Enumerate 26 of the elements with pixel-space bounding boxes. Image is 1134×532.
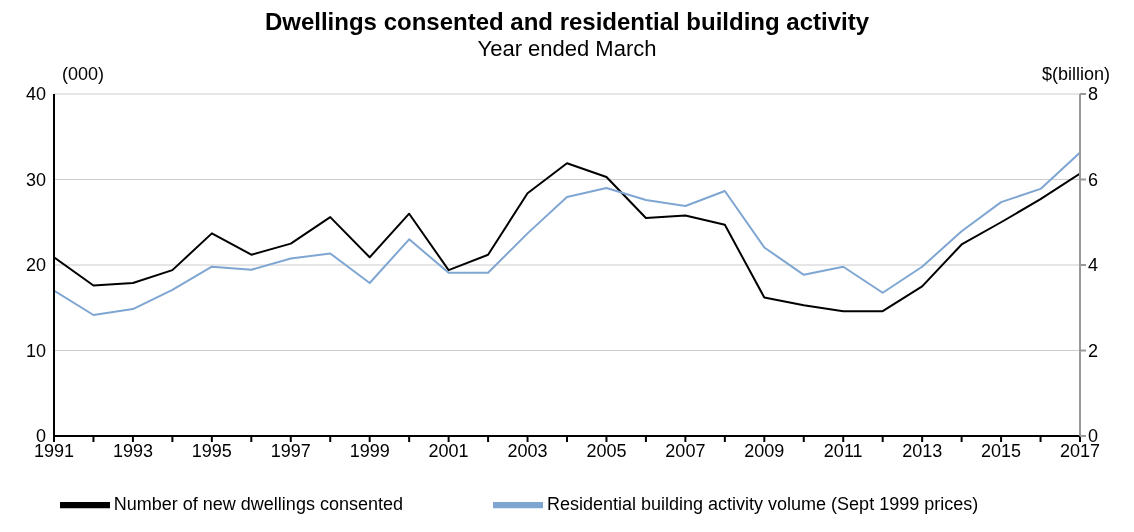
x-tick-label: 2011 [823,440,863,461]
y-tick-label: 10 [25,340,46,361]
x-tick-label: 2015 [981,440,1022,461]
x-tick-label: 1997 [270,440,311,461]
x-tick-label: 1999 [349,440,390,461]
legend-label: Residential building activity volume (Sept 1999 prices) [546,493,979,514]
x-tick-label: 2005 [586,440,627,461]
x-tick-label: 2013 [902,440,943,461]
chart-subtitle: Year ended March [476,36,658,62]
y2-axis-title: $(billion) [1041,64,1110,85]
y2-tick-label: 8 [1088,84,1099,105]
y2-tick-label: 6 [1088,169,1099,190]
y2-tick-label: 2 [1088,340,1099,361]
y-tick-label: 40 [25,84,46,105]
x-tick-label: 1995 [191,440,232,461]
y-tick-label: 30 [25,169,46,190]
x-tick-label: 2001 [428,440,469,461]
x-tick-label: 2007 [665,440,706,461]
y-axis-title: (000) [62,64,105,85]
x-tick-label: 2003 [507,440,548,461]
chart-title: Dwellings consented and residential building activity [263,8,871,36]
y-tick-label: 20 [25,255,46,276]
y2-tick-label: 4 [1088,255,1099,276]
legend-label: Number of new dwellings consented [113,493,403,514]
x-tick-label: 1993 [112,440,153,461]
x-tick-label: 2009 [744,440,785,461]
